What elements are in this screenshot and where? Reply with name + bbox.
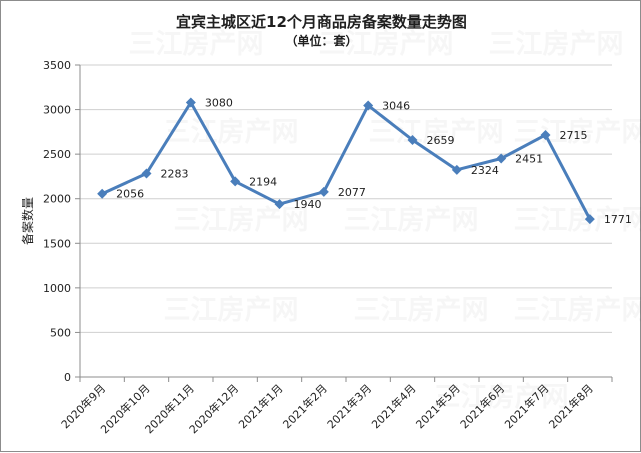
- data-label: 2451: [515, 153, 543, 166]
- watermark-text: 三江房产网: [319, 29, 454, 60]
- x-tick-label: 2021年3月: [324, 381, 374, 431]
- y-tick-label: 1000: [43, 282, 71, 295]
- data-point: [319, 187, 329, 197]
- data-label: 2194: [249, 175, 277, 188]
- y-tick-labels: 0 500 1000 1500 2000 2500 3000 3500: [43, 59, 71, 384]
- y-tick-label: 3500: [43, 59, 71, 72]
- x-tick-label: 2021年1月: [235, 381, 285, 431]
- y-tick-label: 500: [50, 326, 71, 339]
- x-tick-label: 2021年2月: [280, 381, 330, 431]
- watermark-text: 三江房产网: [354, 295, 489, 326]
- y-tick-label: 2000: [43, 193, 71, 206]
- data-label: 3046: [382, 99, 410, 112]
- x-tick-label: 2021年4月: [368, 381, 418, 431]
- y-tick-label: 0: [64, 371, 71, 384]
- data-label: 2659: [427, 134, 455, 147]
- watermark-text: 三江房产网: [344, 205, 479, 236]
- data-label: 2056: [116, 188, 144, 201]
- data-label: 2283: [161, 167, 189, 180]
- watermark-text: 三江房产网: [129, 29, 264, 60]
- watermark-text: 三江房产网: [174, 205, 309, 236]
- data-point: [97, 189, 107, 199]
- data-label: 2324: [471, 164, 499, 177]
- watermark-text: 三江房产网: [164, 295, 299, 326]
- y-tick-label: 3000: [43, 104, 71, 117]
- watermark-text: 三江房产网: [514, 295, 641, 326]
- data-label: 1940: [294, 198, 322, 211]
- data-label: 1771: [604, 213, 632, 226]
- y-tick-label: 1500: [43, 237, 71, 250]
- watermark-text: 三江房产网: [489, 29, 624, 60]
- watermark-text: 三江房产网: [164, 117, 299, 148]
- data-label: 3080: [205, 96, 233, 109]
- y-tick-label: 2500: [43, 148, 71, 161]
- y-axis-label: 备案数量: [20, 197, 35, 245]
- data-label: 2077: [338, 186, 366, 199]
- watermark-layer: 三江房产网三江房产网三江房产网三江房产网三江房产网三江房产网三江房产网三江房产网…: [129, 29, 641, 413]
- data-label: 2715: [560, 129, 588, 142]
